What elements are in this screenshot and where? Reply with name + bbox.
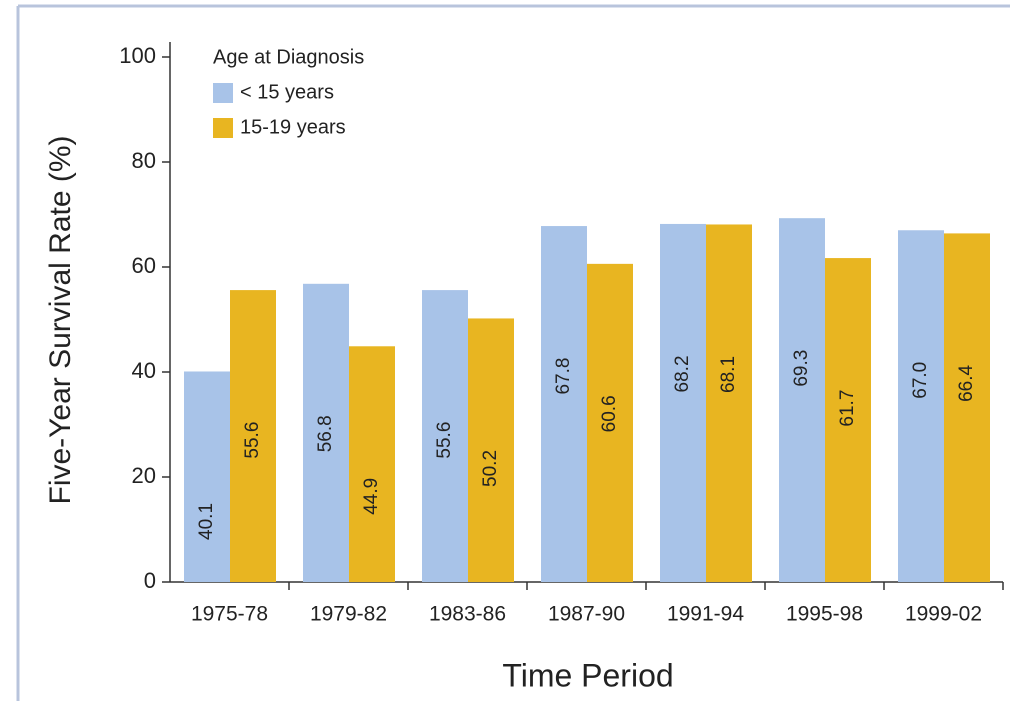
legend-title: Age at Diagnosis bbox=[213, 46, 364, 68]
bar bbox=[660, 223, 706, 582]
data-label: 40.1 bbox=[196, 503, 217, 540]
x-tick-label: 1979-82 bbox=[310, 603, 387, 626]
bar bbox=[706, 224, 752, 582]
data-label: 44.9 bbox=[361, 478, 382, 515]
legend-swatch bbox=[213, 118, 233, 138]
x-axis-title: Time Period bbox=[502, 657, 673, 693]
y-axis-title: Five-Year Survival Rate (%) bbox=[44, 135, 77, 504]
bar bbox=[230, 290, 276, 582]
bar bbox=[541, 226, 587, 583]
data-label: 67.0 bbox=[910, 362, 931, 399]
bar bbox=[349, 346, 395, 582]
x-tick-label: 1987-90 bbox=[548, 603, 625, 626]
data-label: 66.4 bbox=[956, 364, 977, 401]
data-label: 69.3 bbox=[791, 350, 812, 387]
x-tick-label: 1995-98 bbox=[786, 603, 863, 626]
y-tick-label: 40 bbox=[132, 358, 156, 383]
legend-label: < 15 years bbox=[240, 81, 334, 103]
data-label: 68.2 bbox=[672, 355, 693, 392]
x-tick-label: 1999-02 bbox=[905, 603, 982, 626]
x-tick-label: 1975-78 bbox=[191, 603, 268, 626]
y-tick-label: 0 bbox=[144, 568, 156, 593]
data-label: 60.6 bbox=[599, 395, 620, 432]
data-label: 67.8 bbox=[553, 358, 574, 395]
data-label: 61.7 bbox=[837, 390, 858, 427]
bar bbox=[587, 263, 633, 582]
data-label: 55.6 bbox=[242, 422, 263, 459]
bar bbox=[303, 283, 349, 582]
bar bbox=[422, 290, 468, 582]
bar bbox=[779, 218, 825, 583]
legend-label: 15-19 years bbox=[240, 116, 346, 138]
y-tick-label: 20 bbox=[132, 463, 156, 488]
bar bbox=[184, 371, 230, 582]
bar bbox=[825, 258, 871, 582]
data-label: 56.8 bbox=[315, 415, 336, 452]
y-tick-label: 80 bbox=[132, 148, 156, 173]
data-label: 50.2 bbox=[480, 450, 501, 487]
data-label: 68.1 bbox=[718, 356, 739, 393]
bar bbox=[468, 318, 514, 582]
data-label: 55.6 bbox=[434, 422, 455, 459]
x-tick-label: 1983-86 bbox=[429, 603, 506, 626]
x-tick-label: 1991-94 bbox=[667, 603, 744, 626]
legend-swatch bbox=[213, 83, 233, 103]
bar bbox=[944, 233, 990, 582]
y-tick-label: 60 bbox=[132, 253, 156, 278]
bar bbox=[898, 230, 944, 582]
y-tick-label: 100 bbox=[119, 43, 156, 68]
